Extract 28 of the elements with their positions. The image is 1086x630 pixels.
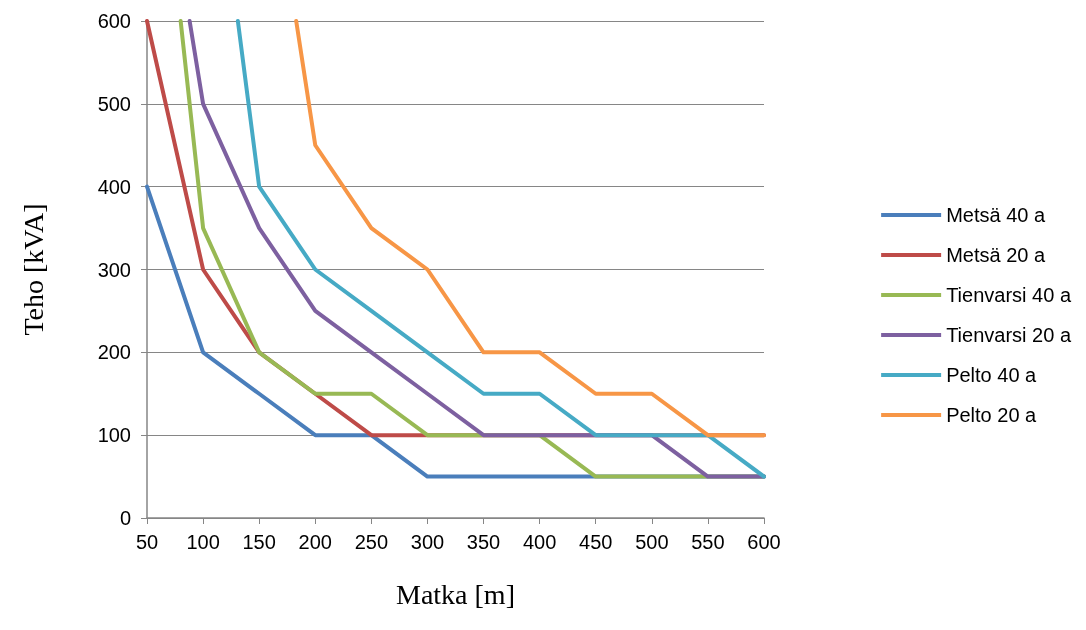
legend-label: Tienvarsi 20 a	[946, 324, 1072, 346]
y-tick-label: 300	[97, 258, 131, 281]
x-tick-label: 600	[747, 531, 781, 553]
line-series	[294, 19, 766, 438]
legend-label: Pelto 20 a	[946, 404, 1038, 426]
y-tick-label: 500	[97, 92, 131, 115]
legend-label: Pelto 40 a	[946, 364, 1038, 386]
x-axis-title: Matka [m]	[396, 578, 515, 610]
y-tick-label: 0	[119, 507, 131, 529]
x-tick-label: 50	[135, 531, 159, 553]
x-tick-label: 150	[242, 531, 276, 553]
y-axis-title: Teho [kVA]	[17, 203, 49, 336]
y-tick-label: 400	[97, 175, 131, 198]
x-tick-label: 450	[579, 531, 613, 553]
y-tick-label: 600	[97, 10, 131, 32]
legend-label: Metsä 40 a	[946, 204, 1046, 226]
legend-label: Metsä 20 a	[946, 244, 1046, 266]
x-tick-label: 400	[522, 531, 557, 553]
legend-label: Tienvarsi 40 a	[946, 284, 1072, 306]
x-tick-label: 550	[691, 531, 725, 553]
y-tick-label: 100	[97, 424, 131, 447]
x-tick-label: 200	[298, 531, 332, 553]
x-tick-label: 250	[354, 531, 389, 553]
x-tick-label: 100	[186, 531, 220, 553]
y-tick-label: 200	[97, 341, 131, 364]
x-tick-label: 500	[635, 531, 669, 553]
x-tick-label: 350	[466, 531, 501, 553]
x-tick-label: 300	[410, 531, 445, 553]
